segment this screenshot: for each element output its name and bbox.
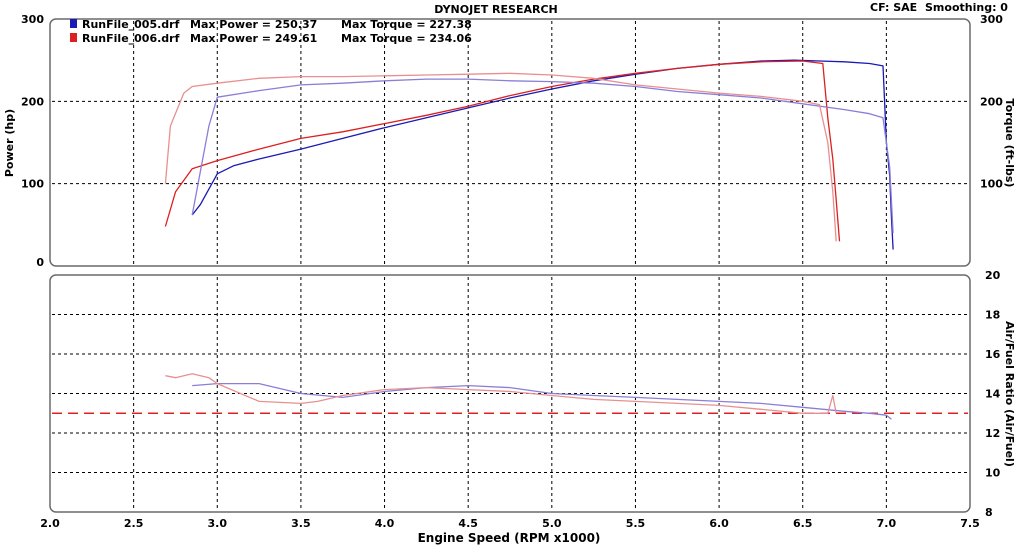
series-line-runfile-005-drf-torque <box>191 78 894 234</box>
x-tick-label: 3.0 <box>208 517 228 530</box>
y-tick-label-power: 300 <box>21 13 44 26</box>
y-tick-label-afr: 8 <box>985 506 993 519</box>
y-tick-label-afr: 10 <box>985 467 1001 480</box>
x-tick-label: 6.0 <box>709 517 729 530</box>
y-tick-label-power: 0 <box>36 256 44 269</box>
chart-title: DYNOJET RESEARCH <box>434 3 557 16</box>
correction-factor-label: CF: SAE <box>870 1 917 14</box>
power-panel-frame <box>49 18 971 267</box>
y-tick-label-power: 100 <box>21 178 44 191</box>
x-tick-label: 3.5 <box>291 517 311 530</box>
y-tick-label-torque: 300 <box>980 13 1003 26</box>
series-line-runfile-006-drf-afr <box>165 373 837 414</box>
x-tick-label: 7.5 <box>960 517 980 530</box>
legend-max-power-run006: Max Power = 249.61 <box>190 32 317 45</box>
x-tick-label: 6.5 <box>793 517 813 530</box>
y-axis-label-afr: Air/Fuel Ratio (Air/Fuel) <box>1003 321 1016 467</box>
x-tick-label: 4.0 <box>375 517 395 530</box>
legend-swatch-run006 <box>70 33 77 42</box>
y-tick-label-afr: 12 <box>985 427 1000 440</box>
x-tick-label: 2.5 <box>124 517 144 530</box>
afr-panel-grid <box>52 277 968 510</box>
series-line-runfile-006-drf-torque <box>164 72 837 242</box>
legend-max-power-run005: Max Power = 250.37 <box>190 18 317 31</box>
legend-file-run006: RunFile_006.drf <box>82 32 180 45</box>
legend-swatch-run005 <box>70 19 77 28</box>
x-tick-label: 7.0 <box>877 517 897 530</box>
y-tick-label-afr: 18 <box>985 309 1000 322</box>
y-tick-label-afr: 20 <box>985 269 1001 282</box>
y-axis-label-power: Power (hp) <box>3 109 16 177</box>
legend-file-run005: RunFile_005.drf <box>82 18 180 31</box>
x-tick-label: 5.5 <box>626 517 646 530</box>
y-tick-label-torque: 100 <box>980 178 1003 191</box>
afr-series <box>52 373 968 420</box>
power-torque-panel <box>49 18 971 267</box>
series-line-runfile-006-drf-power <box>164 60 841 242</box>
legend: RunFile_005.drf Max Power = 250.37 Max T… <box>70 18 472 45</box>
power-panel-grid <box>52 21 968 264</box>
series-line-runfile-005-drf-power <box>191 59 894 250</box>
y-tick-label-power: 200 <box>21 95 44 108</box>
x-tick-label: 5.0 <box>542 517 562 530</box>
power-torque-series <box>164 59 894 250</box>
y-axis-label-torque: Torque (ft-lbs) <box>1003 99 1016 188</box>
x-tick-label: 2.0 <box>40 517 60 530</box>
y-tick-label-afr: 14 <box>985 388 1001 401</box>
legend-max-torque-run005: Max Torque = 227.38 <box>341 18 472 31</box>
smoothing-label: Smoothing: 0 <box>925 1 1008 14</box>
legend-max-torque-run006: Max Torque = 234.06 <box>341 32 472 45</box>
x-tick-label: 4.5 <box>458 517 478 530</box>
series-line-runfile-005-drf-afr <box>192 382 892 420</box>
afr-panel <box>49 274 971 513</box>
y-tick-label-afr: 16 <box>985 348 1001 361</box>
y-tick-label-torque: 200 <box>980 95 1003 108</box>
axis-labels: 2.0 2.5 3.0 3.5 4.0 4.5 5.0 5.5 6.0 6.5 7.0 7.5 0 100… <box>21 13 1003 530</box>
x-axis-label: Engine Speed (RPM x1000) <box>418 531 601 545</box>
